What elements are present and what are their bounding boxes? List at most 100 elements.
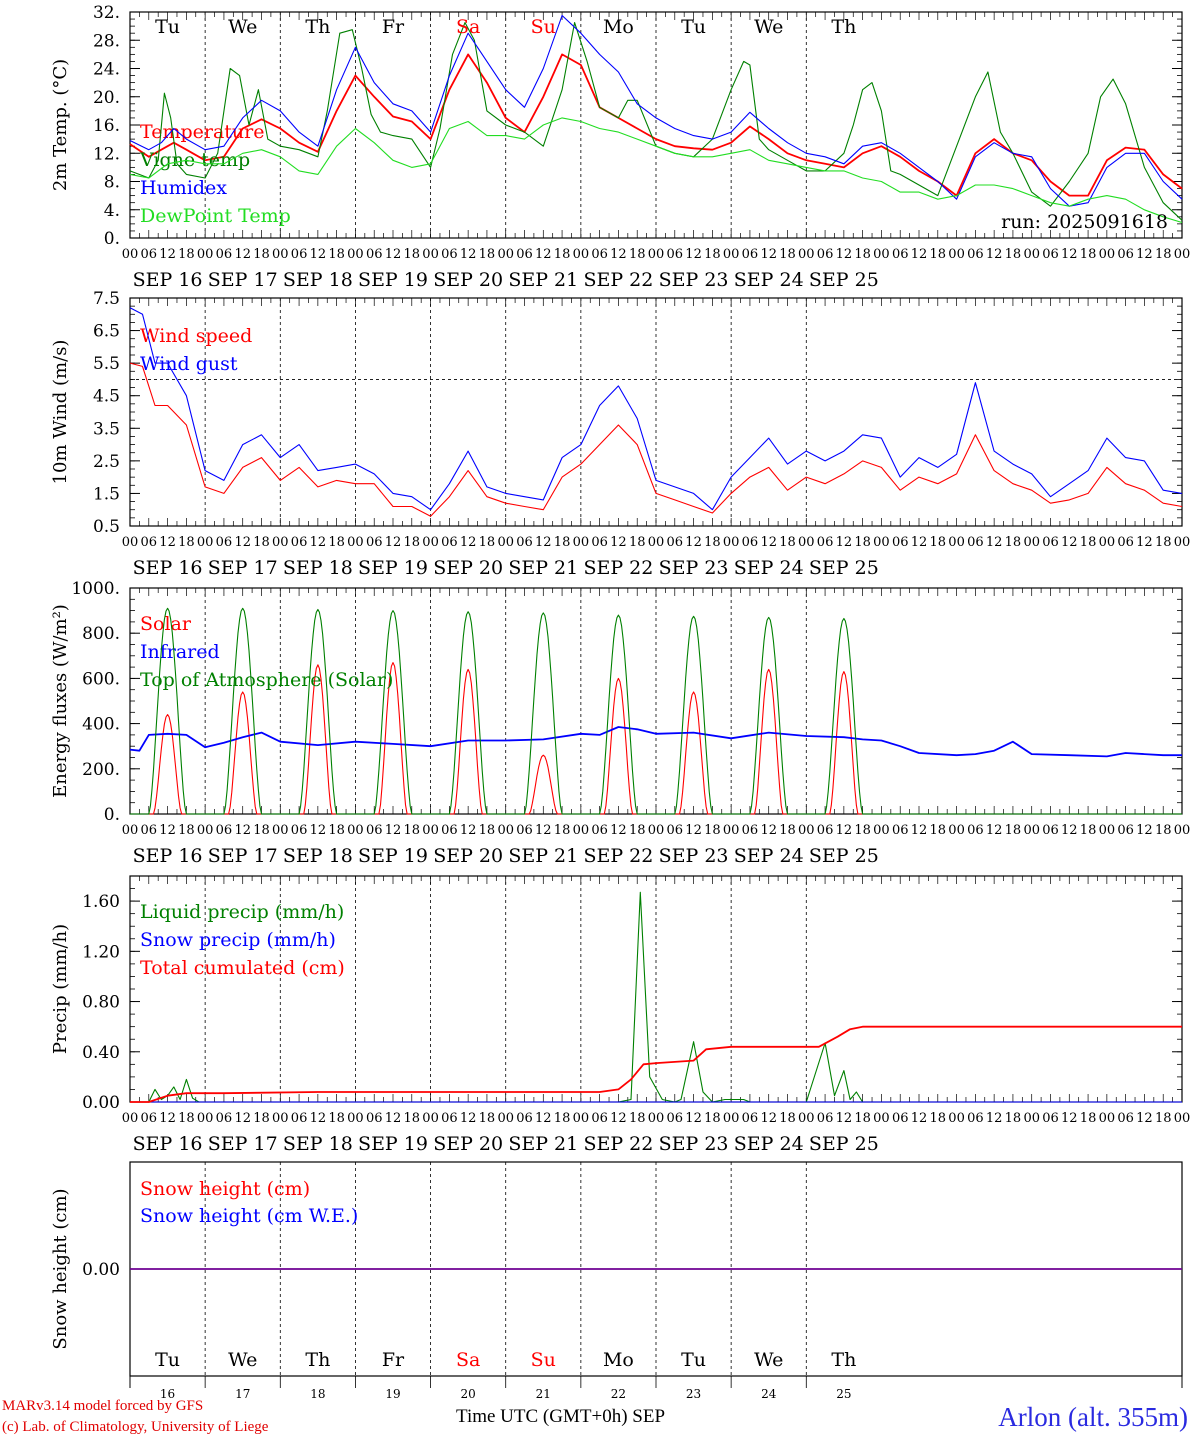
x-hour-label: 06 [141, 1111, 158, 1126]
x-hour-label: 00 [497, 823, 514, 838]
x-hour-label: 06 [366, 535, 383, 550]
x-hour-label: 18 [1080, 1111, 1097, 1126]
x-hour-label: 18 [328, 535, 345, 550]
date-label: SEP 22 [583, 557, 653, 579]
x-hour-label: 12 [836, 247, 853, 262]
x-hour-label: 18 [629, 1111, 646, 1126]
y-tick-label: 32. [93, 3, 120, 23]
x-hour-label: 12 [986, 247, 1003, 262]
x-hour-label: 00 [122, 823, 139, 838]
date-label: SEP 20 [433, 269, 503, 291]
x-hour-label: 00 [798, 823, 815, 838]
x-hour-label: 12 [159, 247, 176, 262]
x-hour-label: 18 [930, 1111, 947, 1126]
legend-entry: Top of Atmosphere (Solar) [140, 669, 393, 691]
run-label: run: 2025091618 [1001, 211, 1168, 233]
x-hour-label: 06 [366, 823, 383, 838]
x-hour-label: 06 [366, 247, 383, 262]
x-hour-label: 06 [742, 247, 759, 262]
x-hour-label: 00 [422, 247, 439, 262]
time-axis-label: Time UTC (GMT+0h) SEP [456, 1406, 666, 1427]
x-hour-label: 12 [460, 247, 477, 262]
x-hour-label: 12 [1061, 535, 1078, 550]
x-hour-label: 12 [535, 1111, 552, 1126]
legend-entry: Temperature [140, 121, 264, 143]
x-hour-label: 18 [1080, 247, 1097, 262]
x-hour-label: 18 [629, 247, 646, 262]
x-hour-label: 00 [422, 535, 439, 550]
x-hour-label: 00 [1174, 823, 1191, 838]
legend-entry: Solar [140, 613, 192, 635]
series-line-vigne-temp [129, 22, 1183, 221]
y-tick-label: 1000. [71, 579, 120, 599]
date-label: SEP 19 [358, 1133, 428, 1155]
day-number-label: 16 [160, 1387, 175, 1401]
x-hour-label: 12 [159, 1111, 176, 1126]
x-hour-label: 12 [760, 1111, 777, 1126]
x-hour-label: 12 [986, 823, 1003, 838]
y-tick-label: 4. [104, 201, 120, 221]
x-hour-label: 00 [197, 1111, 214, 1126]
x-hour-label: 06 [141, 823, 158, 838]
x-hour-label: 12 [911, 247, 928, 262]
date-label: SEP 24 [734, 1133, 804, 1155]
y-tick-label: 5.5 [93, 354, 120, 374]
date-label: SEP 21 [508, 1133, 578, 1155]
date-label: SEP 24 [734, 557, 804, 579]
date-label: SEP 24 [734, 845, 804, 867]
x-hour-label: 18 [1080, 535, 1097, 550]
x-hour-label: 12 [986, 535, 1003, 550]
x-hour-label: 18 [1005, 247, 1022, 262]
y-tick-label: 0.40 [82, 1043, 120, 1063]
x-hour-label: 12 [610, 1111, 627, 1126]
date-label: SEP 22 [583, 1133, 653, 1155]
date-label: SEP 24 [734, 269, 804, 291]
x-hour-label: 12 [460, 535, 477, 550]
x-hour-label: 12 [234, 535, 251, 550]
x-hour-label: 18 [704, 535, 721, 550]
x-hour-label: 12 [385, 823, 402, 838]
y-axis-label: Precip (mm/h) [50, 924, 71, 1054]
x-hour-label: 00 [497, 535, 514, 550]
x-hour-label: 18 [930, 823, 947, 838]
x-hour-label: 00 [573, 1111, 590, 1126]
weekday-bottom-label: Fr [382, 1349, 405, 1371]
x-hour-label: 00 [948, 535, 965, 550]
x-hour-label: 12 [1136, 823, 1153, 838]
x-hour-label: 00 [122, 247, 139, 262]
x-hour-label: 12 [310, 247, 327, 262]
date-label: SEP 17 [208, 845, 278, 867]
date-label: SEP 16 [133, 845, 203, 867]
panel-5: 0.00 Snow height (cm) Snow height (cm) Snow… [50, 1161, 1183, 1377]
x-hour-label: 12 [836, 1111, 853, 1126]
date-label: SEP 23 [659, 557, 729, 579]
date-label: SEP 25 [809, 269, 879, 291]
y-tick-label: 0. [104, 229, 120, 249]
legend-entry: Liquid precip (mm/h) [140, 901, 344, 923]
x-hour-label: 00 [573, 247, 590, 262]
x-hour-label: 06 [516, 247, 533, 262]
date-label: SEP 16 [133, 557, 203, 579]
x-hour-label: 06 [667, 1111, 684, 1126]
x-hour-label: 18 [404, 1111, 421, 1126]
series-line-top-of-atmosphere-solar- [130, 607, 1182, 815]
x-hour-label: 18 [854, 823, 871, 838]
day-number-label: 22 [611, 1387, 626, 1401]
weekday-top-label: Tu [681, 16, 706, 38]
y-tick-label: 1.20 [82, 942, 120, 962]
date-label: SEP 19 [358, 845, 428, 867]
date-label: SEP 22 [583, 845, 653, 867]
x-hour-label: 18 [554, 823, 571, 838]
x-hour-label: 06 [441, 535, 458, 550]
x-hour-label: 18 [554, 535, 571, 550]
x-hour-label: 12 [234, 1111, 251, 1126]
series-line-wind-gust [129, 307, 1183, 511]
x-hour-label: 00 [347, 247, 364, 262]
weekday-top-label: Th [831, 16, 856, 38]
x-hour-label: 06 [817, 823, 834, 838]
date-label: SEP 20 [433, 557, 503, 579]
x-hour-label: 00 [422, 1111, 439, 1126]
x-hour-label: 18 [704, 247, 721, 262]
weekday-top-label: We [228, 16, 257, 38]
x-hour-label: 18 [253, 823, 270, 838]
